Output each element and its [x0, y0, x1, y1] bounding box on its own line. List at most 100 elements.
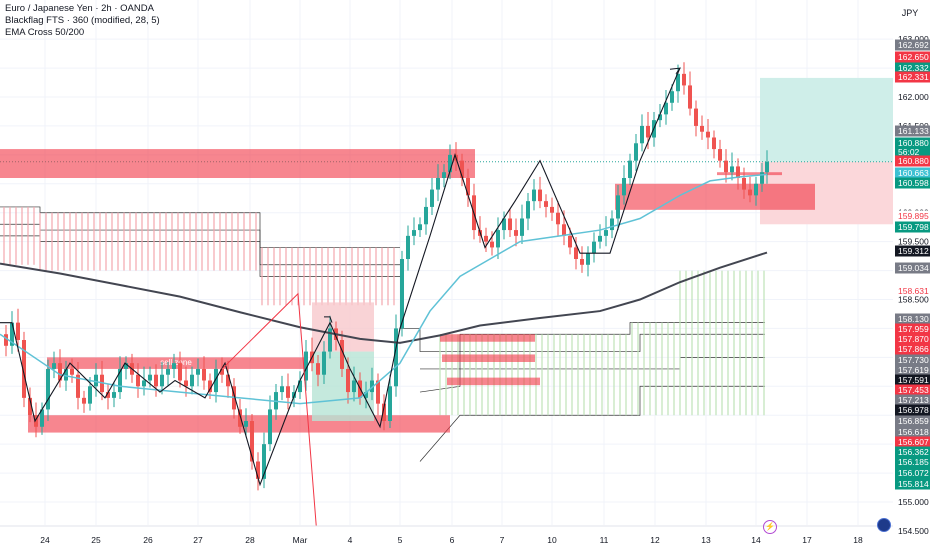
price-tag-label: 155.814 — [898, 479, 929, 489]
price-tag-label: 156.978 — [898, 405, 929, 415]
time-tick-label: 4 — [348, 535, 353, 545]
candle-body — [586, 253, 590, 265]
price-tag — [895, 478, 930, 490]
candle-body — [10, 322, 14, 346]
candle-body — [328, 328, 332, 352]
candle-body — [616, 195, 620, 219]
price-tag-label: 160.598 — [898, 178, 929, 188]
candle-body — [604, 230, 608, 236]
price-tag-label: 160.880 — [898, 138, 929, 148]
candle-body — [142, 380, 146, 387]
candle-body — [118, 368, 122, 393]
candle-body — [52, 363, 56, 369]
candle-body — [544, 201, 548, 207]
cloud-line — [0, 223, 400, 266]
price-tag — [895, 354, 930, 366]
candle-body — [76, 374, 80, 398]
candle-body — [580, 259, 584, 265]
legend-indicator-ema-cross[interactable]: EMA Cross 50/200 — [5, 27, 85, 38]
price-tag — [895, 51, 930, 63]
candle-body — [136, 374, 140, 387]
candle-body — [634, 143, 638, 161]
candle-body — [244, 421, 248, 427]
price-tag — [895, 323, 930, 335]
chart-legend: Euro / Japanese Yen · 2h · OANDA Blackfl… — [5, 3, 160, 39]
time-tick-label: 26 — [143, 535, 153, 545]
price-tick-label: 154.500 — [898, 526, 929, 536]
price-tag — [895, 245, 930, 257]
candle-body — [340, 340, 344, 369]
candles — [4, 62, 769, 491]
candle-body — [280, 386, 284, 393]
time-tick-label: 12 — [650, 535, 660, 545]
candle-body — [412, 230, 416, 236]
candle-body — [316, 363, 320, 375]
candle-body — [202, 368, 206, 381]
candle-body — [628, 160, 632, 178]
candle-body — [670, 91, 674, 103]
price-tag — [895, 71, 930, 83]
candle-body — [160, 374, 164, 387]
candle-body — [16, 322, 20, 340]
cloud-line — [420, 322, 765, 370]
price-tag-label: 156.185 — [898, 457, 929, 467]
candle-body — [250, 421, 254, 462]
candle-body — [682, 73, 686, 86]
price-tag — [895, 394, 930, 406]
candle-body — [364, 392, 368, 398]
entry-zone — [717, 172, 782, 176]
candle-body — [154, 374, 158, 387]
price-tag — [895, 155, 930, 167]
candle-body — [286, 386, 290, 398]
candle-body — [610, 218, 614, 231]
price-tag — [895, 210, 930, 222]
price-tag — [895, 426, 930, 438]
price-tag — [895, 384, 930, 396]
candle-body — [382, 403, 386, 421]
candle-body — [574, 247, 578, 259]
candle-body — [352, 380, 356, 393]
demand-zone — [440, 334, 535, 342]
price-tag-label: 159.895 — [898, 211, 929, 221]
zones: sell zone — [0, 77, 893, 462]
candle-body — [706, 131, 710, 138]
price-tag — [895, 137, 930, 149]
demand-zone — [442, 354, 535, 362]
legend-symbol[interactable]: Euro / Japanese Yen · 2h · OANDA — [5, 3, 154, 14]
candle-body — [532, 189, 536, 202]
candle-body — [760, 172, 764, 184]
price-tag — [895, 313, 930, 325]
price-tag — [895, 446, 930, 458]
candle-body — [664, 102, 668, 115]
candle-body — [640, 125, 644, 144]
arrow-head — [669, 67, 682, 75]
price-tag-label: 157.213 — [898, 395, 929, 405]
time-tick-label: 13 — [701, 535, 711, 545]
candle-body — [484, 235, 488, 242]
candle-body — [166, 368, 170, 375]
candle-body — [22, 340, 26, 398]
candle-body — [622, 178, 626, 196]
flag-icon[interactable] — [877, 518, 891, 532]
price-tag-label: 162.331 — [898, 72, 929, 82]
price-tag — [895, 262, 930, 274]
sell-zone-label: sell zone — [160, 358, 192, 367]
candle-body — [34, 415, 38, 427]
lightning-icon[interactable]: ⚡ — [763, 520, 777, 534]
currency-button[interactable]: JPY — [893, 5, 927, 21]
support-zone — [615, 183, 815, 210]
price-tag-label: 156.618 — [898, 427, 929, 437]
time-tick-label: 24 — [40, 535, 50, 545]
candle-body — [196, 368, 200, 375]
legend-indicator-blackflag[interactable]: Blackflag FTS · 360 (modified, 28, 5) — [5, 15, 160, 26]
candle-body — [190, 374, 194, 387]
candle-body — [4, 334, 8, 346]
candle-body — [64, 368, 68, 381]
candle-body — [658, 114, 662, 121]
candle-body — [28, 397, 32, 416]
price-tag — [895, 374, 930, 386]
time-tick-label: Mar — [293, 535, 308, 545]
candle-body — [502, 218, 506, 231]
